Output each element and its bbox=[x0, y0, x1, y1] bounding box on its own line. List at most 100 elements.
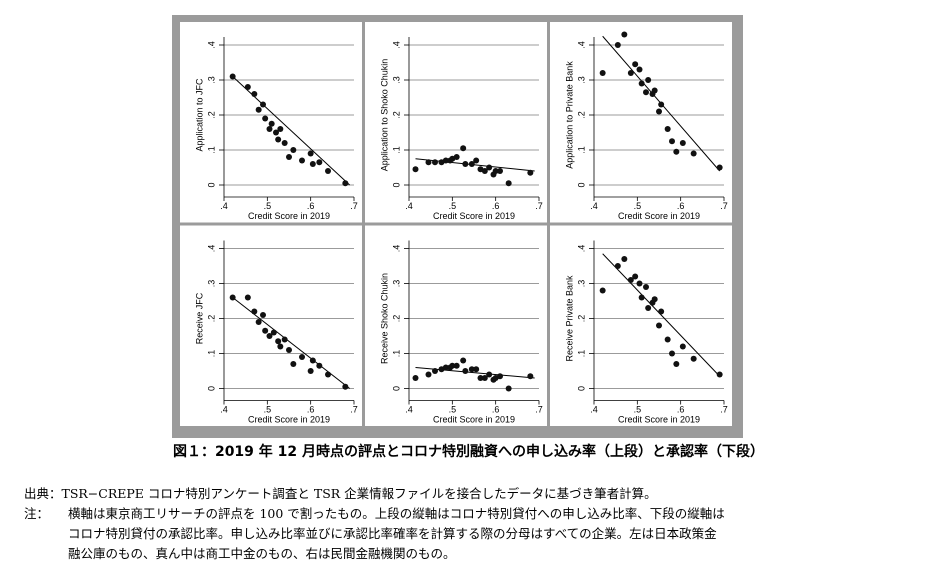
data-point bbox=[690, 355, 697, 362]
y-tick-label: .4 bbox=[391, 245, 401, 253]
y-tick-label: 0 bbox=[206, 386, 216, 391]
data-point bbox=[679, 343, 686, 350]
data-point bbox=[632, 273, 639, 280]
data-point bbox=[481, 168, 488, 174]
x-tick-label: .4 bbox=[590, 201, 598, 211]
data-point bbox=[275, 338, 282, 345]
y-tick-label: .2 bbox=[206, 111, 216, 119]
data-point bbox=[690, 150, 697, 157]
note-label: 注： bbox=[24, 506, 50, 521]
data-point bbox=[262, 115, 269, 122]
data-point bbox=[473, 157, 480, 164]
y-axis-label: Receive Shoko Chukin bbox=[379, 273, 389, 364]
data-point bbox=[244, 84, 251, 90]
y-tick-label: .4 bbox=[206, 41, 216, 49]
data-point bbox=[468, 161, 475, 167]
x-axis-label: Credit Score in 2019 bbox=[618, 415, 700, 425]
panel-background bbox=[550, 22, 732, 223]
data-point bbox=[286, 347, 292, 353]
y-tick-label: .2 bbox=[576, 315, 586, 323]
figure-caption: 図１：2019 年 12 月時点の評点とコロナ特別融資への申し込み率（上段）と承… bbox=[172, 444, 765, 460]
data-point bbox=[275, 136, 282, 143]
data-point bbox=[266, 333, 273, 339]
data-point bbox=[299, 354, 305, 360]
data-point bbox=[460, 145, 467, 152]
data-point bbox=[281, 140, 288, 146]
y-axis-label: Application to JFC bbox=[194, 78, 204, 152]
data-point bbox=[645, 77, 652, 83]
data-point bbox=[266, 126, 273, 132]
y-tick-label: 0 bbox=[576, 182, 586, 187]
data-point bbox=[453, 362, 460, 369]
data-point bbox=[412, 375, 419, 381]
x-tick-label: .6 bbox=[677, 405, 685, 415]
scatter-panel-3: 0 .1 .2 .3 .4 .4 .5 .6 .7 Credit Score in 2019 App… bbox=[550, 22, 732, 223]
y-axis-label: Application to Private Bank bbox=[564, 61, 574, 169]
data-point bbox=[468, 366, 475, 373]
y-tick-label: .2 bbox=[391, 111, 401, 119]
data-point bbox=[309, 161, 316, 167]
y-tick-label: .3 bbox=[206, 280, 216, 288]
data-point bbox=[270, 329, 277, 336]
scatter-panel-6: 0 .1 .2 .3 .4 .4 .5 .6 .7 Credit Score in 2019 Rec… bbox=[550, 225, 732, 426]
x-tick-label: .5 bbox=[634, 405, 642, 415]
y-tick-label: .4 bbox=[206, 245, 216, 253]
data-point bbox=[229, 73, 236, 80]
data-point bbox=[342, 383, 349, 390]
data-point bbox=[309, 357, 316, 364]
y-tick-label: .3 bbox=[576, 76, 586, 84]
panel-background bbox=[180, 225, 362, 426]
data-point bbox=[486, 164, 493, 171]
x-tick-label: .7 bbox=[350, 201, 358, 211]
data-point bbox=[636, 66, 643, 73]
y-tick-label: .4 bbox=[391, 41, 401, 49]
y-axis-label: Receive Private Bank bbox=[564, 275, 574, 362]
x-axis-label: Credit Score in 2019 bbox=[248, 415, 330, 425]
data-point bbox=[307, 150, 314, 157]
y-tick-label: .2 bbox=[391, 315, 401, 323]
data-point bbox=[277, 126, 284, 132]
data-point bbox=[449, 362, 456, 369]
data-point bbox=[632, 61, 639, 68]
data-point bbox=[492, 168, 499, 174]
data-point bbox=[645, 305, 652, 311]
data-point bbox=[481, 375, 488, 381]
data-point bbox=[273, 129, 279, 136]
data-point bbox=[664, 336, 671, 343]
panel-background bbox=[365, 225, 547, 426]
data-point bbox=[679, 140, 686, 146]
scatter-panel-5: 0 .1 .2 .3 .4 .4 .5 .6 .7 Credit Score in 2019 Rec… bbox=[365, 225, 547, 426]
data-point bbox=[656, 108, 662, 115]
note-text-line-3: 融公庫のもの、真ん中は商工中金のもの、右は民間金融機関のもの。 bbox=[68, 546, 456, 561]
data-point bbox=[486, 371, 493, 378]
data-point bbox=[453, 154, 460, 160]
x-tick-label: .5 bbox=[449, 405, 457, 415]
data-point bbox=[669, 138, 675, 145]
scatter-panel-1: 0 .1 .2 .3 .4 .4 .5 .6 .7 Credit Score in 2019 App… bbox=[180, 22, 362, 223]
data-point bbox=[651, 296, 658, 303]
data-point bbox=[673, 361, 680, 367]
data-point bbox=[658, 101, 665, 108]
fit-line bbox=[602, 253, 721, 377]
y-tick-label: 0 bbox=[391, 386, 401, 391]
data-point bbox=[260, 101, 266, 108]
data-point bbox=[627, 70, 634, 76]
y-tick-label: 0 bbox=[576, 386, 586, 391]
data-point bbox=[268, 120, 275, 127]
y-tick-label: .1 bbox=[391, 146, 401, 154]
panel-background bbox=[550, 225, 732, 426]
data-point bbox=[325, 168, 331, 174]
data-point bbox=[255, 319, 262, 325]
data-point bbox=[260, 312, 266, 318]
data-point bbox=[614, 263, 621, 269]
data-point bbox=[316, 159, 323, 166]
y-axis-label: Receive JFC bbox=[194, 292, 204, 344]
y-tick-label: .3 bbox=[206, 76, 216, 84]
data-point bbox=[442, 364, 449, 371]
x-tick-label: .6 bbox=[307, 201, 315, 211]
data-point bbox=[638, 294, 645, 301]
y-tick-label: .2 bbox=[576, 111, 586, 119]
data-point bbox=[716, 164, 723, 171]
y-tick-label: .1 bbox=[576, 350, 586, 358]
data-point bbox=[229, 294, 236, 301]
